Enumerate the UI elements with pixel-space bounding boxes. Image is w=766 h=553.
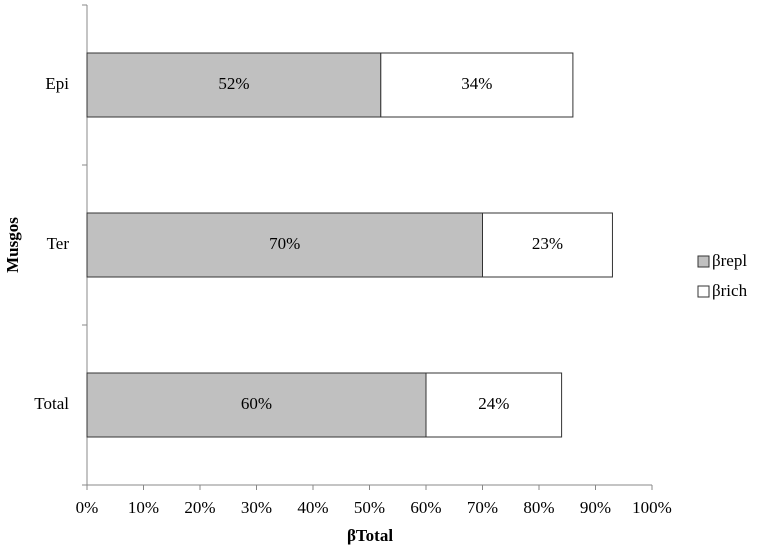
bar-segment — [482, 212, 613, 278]
legend-swatch — [697, 285, 710, 298]
x-tick-label: 10% — [128, 498, 159, 517]
value-label: 60% — [241, 394, 272, 413]
legend-swatch — [697, 255, 710, 268]
y-tick-label: Epi — [45, 74, 69, 93]
x-tick-label: 0% — [76, 498, 99, 517]
x-tick-label: 70% — [467, 498, 498, 517]
bar-segment — [86, 52, 382, 118]
x-tick-label: 40% — [297, 498, 328, 517]
value-label: 34% — [461, 74, 492, 93]
legend-label: βrepl — [712, 251, 747, 270]
value-label: 23% — [532, 234, 563, 253]
x-tick-label: 30% — [241, 498, 272, 517]
x-tick-label: 80% — [523, 498, 554, 517]
y-tick-label: Total — [34, 394, 69, 413]
value-label: 24% — [478, 394, 509, 413]
x-tick-label: 100% — [632, 498, 672, 517]
legend-label: βrich — [712, 281, 748, 300]
y-tick-label: Ter — [47, 234, 70, 253]
bar-segment — [380, 52, 574, 118]
y-axis-title: Musgos — [3, 217, 22, 273]
x-tick-label: 50% — [354, 498, 385, 517]
x-tick-label: 60% — [410, 498, 441, 517]
x-axis-title: βTotal — [347, 526, 393, 545]
value-label: 70% — [269, 234, 300, 253]
bar-segment — [86, 212, 483, 278]
x-tick-label: 20% — [184, 498, 215, 517]
x-tick-label: 90% — [580, 498, 611, 517]
bar-segment — [425, 372, 563, 438]
value-label: 52% — [218, 74, 249, 93]
